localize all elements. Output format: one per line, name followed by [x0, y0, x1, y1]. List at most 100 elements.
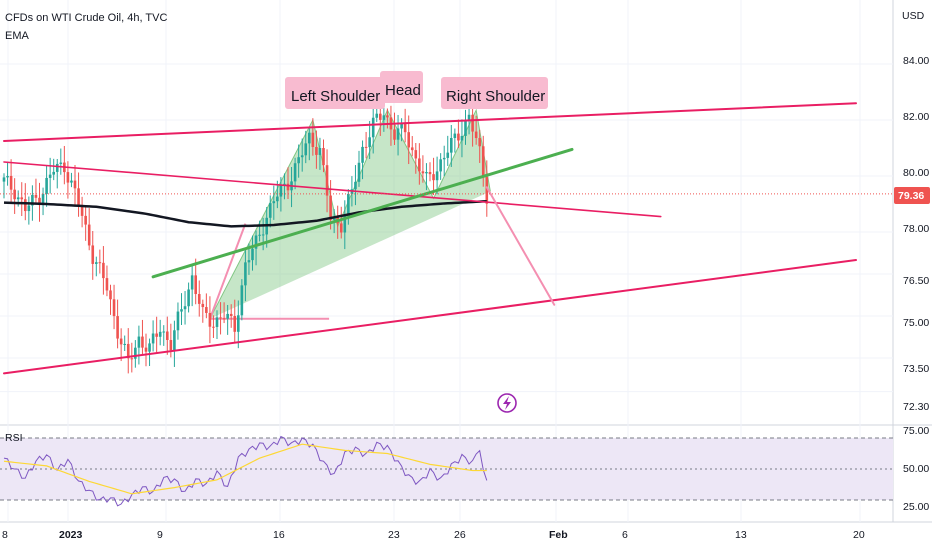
candle-body [244, 262, 247, 286]
candle-body [130, 358, 134, 360]
candle-body [87, 224, 91, 246]
rsi-label: RSI [5, 432, 23, 444]
time-tick: 16 [273, 529, 285, 541]
candle-body [6, 175, 9, 178]
head-annotation[interactable]: Head [380, 71, 423, 103]
candle-body [364, 146, 368, 148]
head-label: Head [385, 82, 421, 99]
candle-body [144, 347, 148, 352]
candle-body [219, 317, 222, 319]
candle-body [403, 122, 407, 133]
ema-path [3, 199, 487, 228]
candle-body [141, 336, 144, 348]
time-tick: 2023 [59, 529, 83, 541]
time-tick: 23 [388, 529, 400, 541]
candle-body [467, 114, 471, 121]
candle-body [226, 313, 229, 319]
candle-body [95, 262, 98, 264]
candle-body [300, 155, 304, 158]
rsi-ma-line [3, 443, 487, 495]
upper-channel-line [3, 102, 857, 142]
time-tick: 26 [454, 529, 466, 541]
candle-body [379, 113, 382, 120]
candle-body [34, 194, 38, 198]
candle-body [481, 146, 485, 177]
candle-body [105, 278, 109, 291]
candle-body [151, 333, 155, 344]
candle-body [180, 309, 183, 312]
candle-body [371, 117, 375, 138]
candle-body [347, 193, 350, 215]
candle-body [162, 331, 166, 333]
candle-body [20, 197, 24, 200]
price-tick: 73.50 [903, 363, 929, 375]
candle-body [410, 147, 414, 151]
candle-body [38, 197, 41, 206]
candle-body [297, 157, 300, 164]
candle-body [102, 262, 105, 279]
candle-body [315, 146, 318, 155]
candle-body [261, 234, 265, 236]
candle-body [439, 159, 442, 172]
last-price-tag: 79.36 [894, 187, 930, 204]
candle-body [208, 312, 212, 327]
candle-body [48, 174, 52, 178]
candle-body [98, 262, 102, 264]
candle-body [80, 205, 84, 216]
trendlines[interactable] [0, 102, 893, 375]
candle-body [70, 180, 73, 183]
candle-body [112, 299, 116, 317]
candle-body [396, 128, 400, 140]
candle-body [382, 115, 386, 120]
candle-body [45, 177, 48, 194]
rsi-tick: 25.00 [903, 501, 929, 513]
time-tick: 6 [622, 529, 628, 541]
price-tick: 80.00 [903, 167, 929, 179]
candle-body [311, 132, 315, 147]
candle-body [237, 315, 240, 332]
candle-body [276, 196, 279, 202]
price-tick: 82.00 [903, 111, 929, 123]
price-tick: 75.00 [903, 317, 929, 329]
candle-body [407, 132, 410, 148]
candle-body [194, 275, 197, 295]
candle-body [233, 316, 237, 332]
candle-body [343, 214, 347, 233]
left-shoulder-annotation[interactable]: Left Shoulder [285, 77, 385, 109]
time-tick: Feb [549, 529, 568, 541]
candle-body [322, 148, 325, 166]
right-shoulder-label: Right Shoulder [446, 88, 545, 105]
candle-body [464, 120, 467, 136]
candle-body [109, 290, 112, 300]
candle-body [435, 171, 439, 181]
price-tick: 78.00 [903, 223, 929, 235]
candle-body [268, 203, 272, 218]
candle-body [155, 333, 158, 337]
candle-body [215, 317, 219, 327]
ema-legend: EMA [5, 30, 30, 42]
candle-body [400, 122, 403, 129]
candle-body [304, 143, 308, 156]
time-tick: 9 [157, 529, 163, 541]
candle-body [442, 157, 446, 160]
candle-body [229, 313, 233, 317]
candle-body [474, 131, 478, 139]
candle-body [27, 205, 31, 212]
lightning-icon[interactable] [497, 393, 517, 413]
right-shoulder-annotation[interactable]: Right Shoulder [441, 77, 548, 109]
candle-body [73, 180, 77, 189]
candle-body [318, 148, 322, 155]
rsi-line [3, 435, 488, 507]
descending-trendline [3, 161, 662, 218]
candle-body [428, 172, 432, 175]
candle-body [116, 316, 119, 339]
candle-body [272, 201, 276, 204]
candle-body [183, 306, 187, 310]
candle-body [84, 215, 87, 225]
candle-body [375, 113, 379, 118]
price-tick: 84.00 [903, 55, 929, 67]
candle-body [357, 162, 361, 182]
candle-body [361, 146, 364, 163]
candle-body [91, 245, 95, 264]
